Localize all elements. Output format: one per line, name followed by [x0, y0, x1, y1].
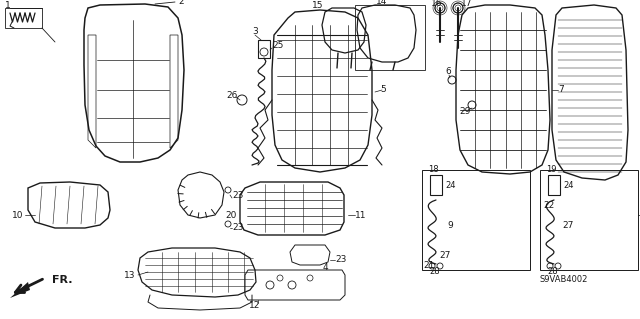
Text: 7: 7 — [558, 85, 564, 94]
Text: 28: 28 — [548, 268, 558, 277]
Text: 16: 16 — [431, 0, 443, 8]
Text: 27: 27 — [563, 220, 573, 229]
Text: 9: 9 — [447, 220, 453, 229]
Text: 6: 6 — [445, 68, 451, 77]
Text: 10: 10 — [12, 211, 24, 219]
Text: 17: 17 — [461, 0, 472, 8]
Text: 20: 20 — [225, 211, 236, 220]
Text: 13: 13 — [124, 271, 135, 279]
Text: 24: 24 — [563, 181, 573, 189]
Circle shape — [453, 3, 463, 13]
Text: 3: 3 — [252, 27, 258, 36]
Text: 24: 24 — [445, 181, 456, 189]
Text: 25: 25 — [272, 41, 284, 49]
Text: 15: 15 — [312, 1, 324, 10]
Text: S9VAB4002: S9VAB4002 — [540, 276, 588, 285]
Circle shape — [435, 3, 445, 13]
Text: 27: 27 — [439, 250, 451, 259]
Text: 29: 29 — [460, 108, 470, 116]
Text: 12: 12 — [250, 300, 260, 309]
Polygon shape — [10, 282, 30, 298]
Text: 26: 26 — [227, 91, 237, 100]
Text: 4: 4 — [322, 263, 328, 272]
Text: 2: 2 — [178, 0, 184, 6]
Text: FR.: FR. — [52, 275, 72, 285]
Text: 14: 14 — [376, 0, 388, 6]
Text: 19: 19 — [546, 166, 557, 174]
Text: 28: 28 — [429, 268, 440, 277]
Text: 11: 11 — [355, 211, 367, 219]
Text: 21: 21 — [423, 261, 435, 270]
Text: 18: 18 — [428, 166, 438, 174]
Text: 22: 22 — [543, 201, 554, 210]
Text: 23: 23 — [232, 224, 243, 233]
Text: 23: 23 — [232, 190, 243, 199]
Text: 5: 5 — [380, 85, 386, 94]
Text: 1: 1 — [5, 2, 11, 11]
Text: 23: 23 — [335, 256, 346, 264]
